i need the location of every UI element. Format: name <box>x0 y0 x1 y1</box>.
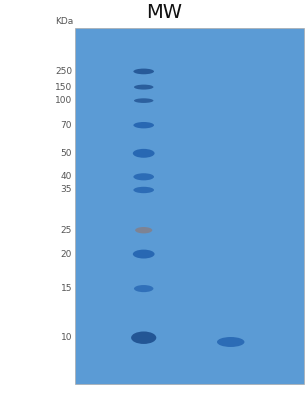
Text: 50: 50 <box>60 149 72 158</box>
Ellipse shape <box>133 173 154 180</box>
Bar <box>75 28 304 384</box>
Ellipse shape <box>217 337 245 347</box>
Text: 15: 15 <box>60 284 72 293</box>
Text: 150: 150 <box>55 83 72 91</box>
Ellipse shape <box>133 122 154 128</box>
Text: 100: 100 <box>55 96 72 105</box>
Text: MW: MW <box>146 3 182 22</box>
Ellipse shape <box>134 98 153 103</box>
Ellipse shape <box>133 187 154 193</box>
Ellipse shape <box>134 85 153 89</box>
Ellipse shape <box>134 285 153 292</box>
Text: 10: 10 <box>60 333 72 342</box>
Ellipse shape <box>131 331 156 344</box>
Ellipse shape <box>135 227 152 233</box>
Text: 35: 35 <box>60 186 72 195</box>
Text: 25: 25 <box>61 226 72 235</box>
Text: 40: 40 <box>61 172 72 181</box>
Ellipse shape <box>133 250 155 258</box>
Text: 20: 20 <box>61 249 72 258</box>
Text: 250: 250 <box>55 67 72 76</box>
Ellipse shape <box>133 149 155 158</box>
Ellipse shape <box>133 69 154 74</box>
Text: 70: 70 <box>60 121 72 130</box>
Text: KDa: KDa <box>55 17 73 26</box>
